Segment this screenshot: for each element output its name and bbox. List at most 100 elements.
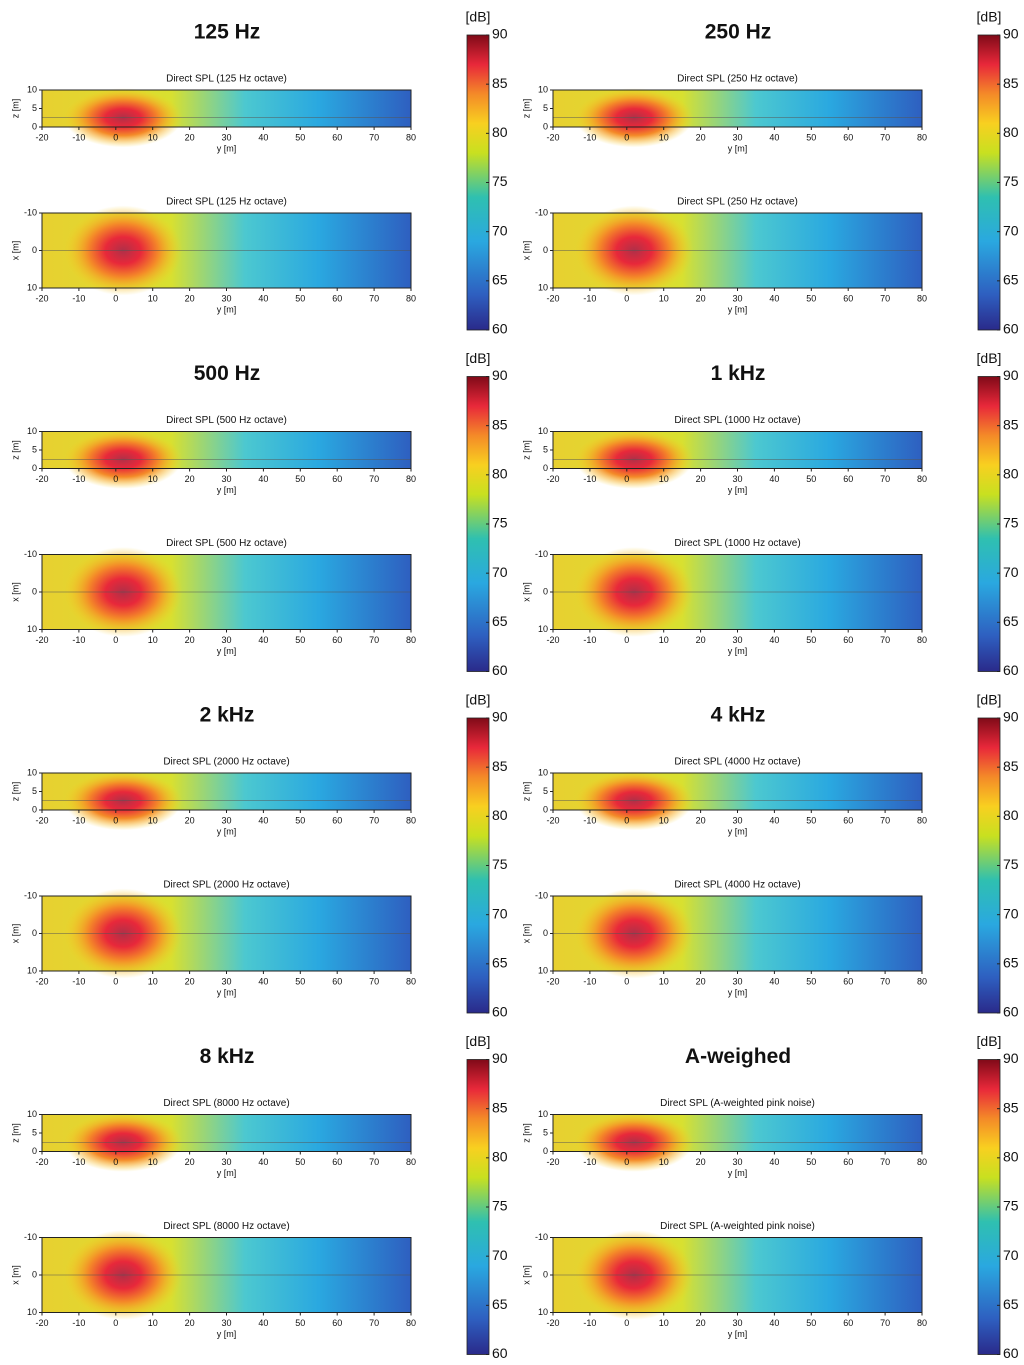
x-tick-label: 10 bbox=[659, 815, 669, 825]
x-tick-label: -10 bbox=[583, 1318, 596, 1328]
x-axis-label: y [m] bbox=[728, 1168, 748, 1178]
y-tick-label: 10 bbox=[27, 965, 37, 975]
colorbar-tick-label: 60 bbox=[1003, 662, 1019, 678]
colorbar-label: [dB] bbox=[466, 350, 491, 366]
colorbar-tick-label: 65 bbox=[1003, 955, 1019, 971]
colorbar-tick-label: 65 bbox=[1003, 272, 1019, 288]
x-tick-label: 30 bbox=[221, 815, 231, 825]
x-tick-label: 80 bbox=[917, 635, 927, 645]
y-tick-label: 10 bbox=[538, 426, 548, 436]
x-tick-label: 70 bbox=[369, 1157, 379, 1167]
plot-title: Direct SPL (125 Hz octave) bbox=[166, 197, 287, 208]
x-tick-label: 70 bbox=[880, 1318, 890, 1328]
x-tick-label: 0 bbox=[624, 1157, 629, 1167]
x-tick-label: 10 bbox=[659, 635, 669, 645]
y-axis-label: z [m] bbox=[521, 1123, 531, 1143]
x-tick-label: 70 bbox=[880, 1157, 890, 1167]
y-axis-label: x [m] bbox=[10, 241, 20, 261]
y-tick-label: 0 bbox=[32, 928, 37, 938]
x-tick-label: -20 bbox=[35, 976, 48, 986]
y-axis-label: z [m] bbox=[10, 1123, 20, 1143]
x-axis-label: y [m] bbox=[217, 987, 237, 997]
x-tick-label: 50 bbox=[806, 635, 816, 645]
y-tick-label: -10 bbox=[535, 207, 548, 217]
x-tick-label: 20 bbox=[696, 293, 706, 303]
panel-title: 8 kHz bbox=[200, 1045, 255, 1068]
x-tick-label: 30 bbox=[221, 474, 231, 484]
x-tick-label: 70 bbox=[369, 976, 379, 986]
x-tick-label: 10 bbox=[659, 474, 669, 484]
x-tick-label: 20 bbox=[696, 474, 706, 484]
y-tick-label: 0 bbox=[32, 1269, 37, 1279]
x-tick-label: 10 bbox=[659, 1318, 669, 1328]
colorbar-tick-label: 60 bbox=[492, 1004, 508, 1020]
colorbar-tick-label: 65 bbox=[492, 955, 508, 971]
colorbar-tick-label: 85 bbox=[1003, 1099, 1019, 1115]
x-tick-label: 60 bbox=[843, 293, 853, 303]
colorbar-tick-label: 70 bbox=[1003, 222, 1019, 238]
colorbar-label: [dB] bbox=[977, 350, 1002, 366]
colorbar-tick-label: 80 bbox=[1003, 1149, 1019, 1165]
y-tick-label: 0 bbox=[543, 804, 548, 814]
x-tick-label: 40 bbox=[258, 474, 268, 484]
y-tick-label: 10 bbox=[27, 767, 37, 777]
x-tick-label: 20 bbox=[696, 976, 706, 986]
x-tick-label: 40 bbox=[258, 635, 268, 645]
colorbar bbox=[977, 34, 1001, 331]
colorbar-tick-label: 80 bbox=[1003, 124, 1019, 140]
x-tick-label: 60 bbox=[843, 976, 853, 986]
x-axis-label: y [m] bbox=[217, 646, 237, 656]
x-tick-label: -20 bbox=[35, 474, 48, 484]
panel-title: 4 kHz bbox=[711, 704, 766, 727]
x-tick-label: 80 bbox=[917, 1157, 927, 1167]
x-tick-label: 20 bbox=[185, 1318, 195, 1328]
y-tick-label: 5 bbox=[543, 786, 548, 796]
y-tick-label: 0 bbox=[543, 586, 548, 596]
colorbar bbox=[977, 717, 1001, 1014]
colorbar-tick-label: 90 bbox=[492, 367, 508, 383]
y-axis-label: x [m] bbox=[521, 924, 531, 944]
x-tick-label: 80 bbox=[406, 132, 416, 142]
x-tick-label: 50 bbox=[806, 474, 816, 484]
colorbar-tick-label: 65 bbox=[492, 272, 508, 288]
x-tick-label: 50 bbox=[295, 976, 305, 986]
x-tick-label: 60 bbox=[843, 1318, 853, 1328]
x-tick-label: 60 bbox=[332, 1318, 342, 1328]
colorbar-tick-label: 75 bbox=[492, 173, 508, 189]
x-tick-label: 60 bbox=[332, 293, 342, 303]
colorbar-tick-label: 85 bbox=[1003, 75, 1019, 91]
x-tick-label: 30 bbox=[221, 1318, 231, 1328]
colorbar-tick-label: 70 bbox=[1003, 1247, 1019, 1263]
panel-title: 500 Hz bbox=[194, 362, 261, 385]
x-tick-label: 50 bbox=[806, 1157, 816, 1167]
plot-title: Direct SPL (125 Hz octave) bbox=[166, 74, 287, 85]
x-tick-label: 10 bbox=[148, 815, 158, 825]
y-tick-label: -10 bbox=[24, 549, 37, 559]
x-tick-label: 60 bbox=[843, 815, 853, 825]
x-tick-label: 10 bbox=[148, 293, 158, 303]
x-tick-label: 30 bbox=[221, 635, 231, 645]
colorbar bbox=[466, 717, 490, 1014]
x-tick-label: -10 bbox=[583, 1157, 596, 1167]
plot-title: Direct SPL (1000 Hz octave) bbox=[674, 415, 800, 426]
y-tick-label: 10 bbox=[27, 426, 37, 436]
x-tick-label: 30 bbox=[732, 976, 742, 986]
colorbar-tick-label: 75 bbox=[492, 856, 508, 872]
y-axis-label: z [m] bbox=[521, 782, 531, 802]
x-tick-label: 20 bbox=[185, 976, 195, 986]
x-tick-label: 70 bbox=[369, 1318, 379, 1328]
y-tick-label: 5 bbox=[32, 786, 37, 796]
x-tick-label: 20 bbox=[185, 293, 195, 303]
plot-title: Direct SPL (8000 Hz octave) bbox=[163, 1098, 289, 1109]
x-tick-label: -20 bbox=[35, 635, 48, 645]
colorbar-tick-label: 70 bbox=[492, 905, 508, 921]
colorbar-tick-label: 75 bbox=[492, 1198, 508, 1214]
colorbar bbox=[977, 376, 1001, 672]
x-tick-label: 0 bbox=[113, 976, 118, 986]
x-tick-label: 60 bbox=[332, 976, 342, 986]
x-tick-label: 70 bbox=[369, 293, 379, 303]
colorbar-tick-label: 70 bbox=[1003, 905, 1019, 921]
colorbar-tick-label: 80 bbox=[492, 1149, 508, 1165]
colorbar-tick-label: 60 bbox=[492, 1345, 508, 1361]
colorbar-tick-label: 85 bbox=[1003, 758, 1019, 774]
